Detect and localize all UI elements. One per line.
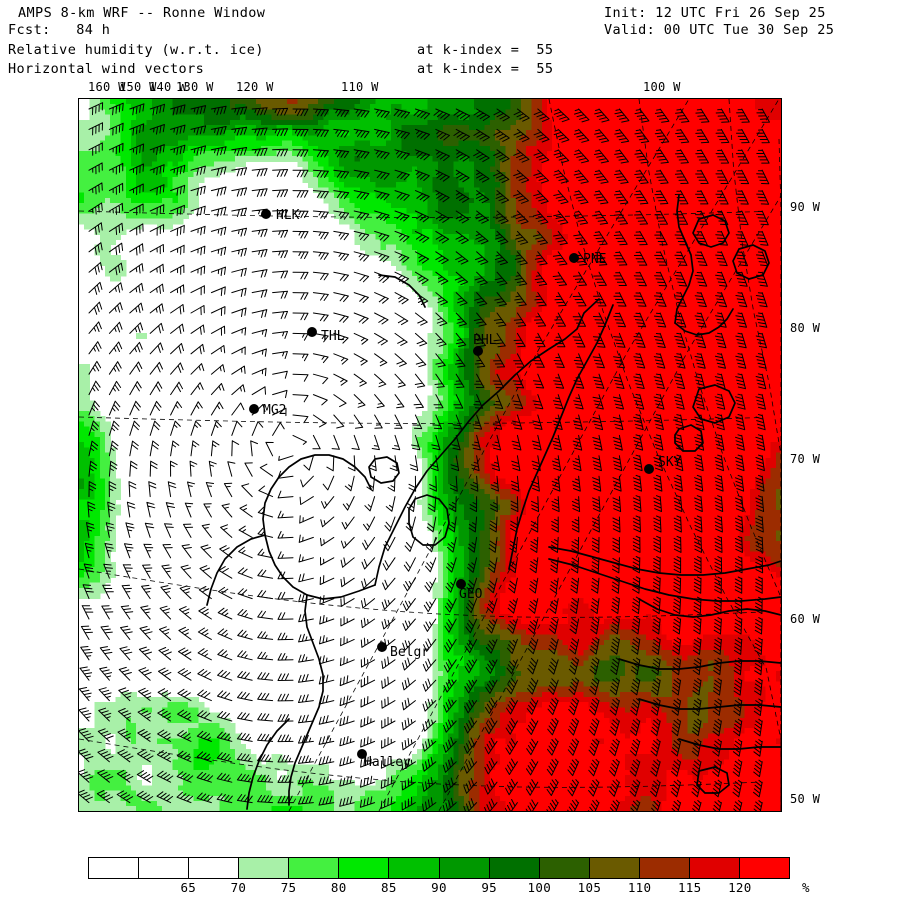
colorbar-tick-80: 80	[330, 880, 347, 895]
station-label-belgr: Belgr	[390, 645, 429, 660]
lon-tick-label-0: 160 W	[88, 80, 126, 94]
colorbar-tick-90: 90	[431, 880, 447, 895]
valid-time-label: Valid: 00 UTC Tue 30 Sep 25	[604, 22, 835, 38]
station-marker-halley[interactable]	[357, 749, 367, 759]
colorbar-cell-10	[589, 858, 640, 878]
lat-tick-label-2: 70 W	[790, 452, 821, 466]
colorbar-cells	[88, 857, 790, 879]
station-marker-hlk[interactable]	[261, 209, 271, 219]
station-label-geo: GEO	[459, 587, 483, 602]
lat-tick-label-3: 60 W	[790, 612, 821, 626]
map-panel[interactable]: HLK PNE THL PHL MG2 SKY GEO Belgr Halley	[78, 98, 782, 812]
lon-tick-label-3: 130 W	[176, 80, 214, 94]
colorbar-cell-9	[539, 858, 590, 878]
colorbar-cell-13	[740, 858, 790, 878]
lat-tick-label-4: 50 W	[790, 792, 821, 806]
init-time-label: Init: 12 UTC Fri 26 Sep 25	[604, 5, 826, 21]
station-label-mg2: MG2	[263, 403, 286, 418]
colorbar-tick-100: 100	[527, 880, 552, 895]
colorbar-tick-75: 75	[280, 880, 297, 895]
station-label-halley: Halley	[364, 755, 411, 770]
colorbar-cell-0	[89, 858, 140, 878]
lon-tick-label-5: 110 W	[341, 80, 379, 94]
colorbar-cell-8	[489, 858, 540, 878]
station-label-hlk: HLK	[276, 208, 300, 223]
lat-tick-label-1: 80 W	[790, 321, 821, 335]
colorbar-tick-110: 110	[627, 880, 652, 895]
colorbar-cell-7	[439, 858, 490, 878]
colorbar-cell-12	[689, 858, 741, 878]
k-index-label-wind: at k-index = 55	[417, 61, 554, 77]
colorbar-cell-1	[139, 858, 190, 878]
station-label-pne: PNE	[583, 252, 606, 267]
page-title: AMPS 8-km WRF -- Ronne Window	[18, 5, 266, 21]
colorbar-cell-11	[639, 858, 690, 878]
lon-tick-label-6: 100 W	[643, 80, 681, 94]
colorbar-tick-65: 65	[180, 880, 197, 895]
station-marker-phl[interactable]	[473, 346, 483, 356]
station-marker-mg2[interactable]	[249, 404, 259, 414]
k-index-label-humidity: at k-index = 55	[417, 42, 554, 58]
lon-tick-label-4: 120 W	[236, 80, 274, 94]
colorbar-cell-6	[389, 858, 440, 878]
station-marker-pne[interactable]	[569, 253, 579, 263]
colorbar-cell-3	[239, 858, 290, 878]
station-label-thl: THL	[321, 329, 345, 344]
lat-tick-label-0: 90 W	[790, 200, 821, 214]
colorbar-tick-115: 115	[677, 880, 702, 895]
colorbar-tick-85: 85	[381, 880, 397, 895]
station-label-phl: PHL	[473, 333, 497, 348]
colorbar-cell-5	[339, 858, 390, 878]
map-canvas: HLK PNE THL PHL MG2 SKY GEO Belgr Halley	[79, 99, 781, 811]
lon-tick-label-2: 140 W	[149, 80, 187, 94]
station-label-sky: SKY	[658, 455, 682, 470]
field-label-humidity: Relative humidity (w.r.t. ice)	[8, 42, 264, 58]
field-label-wind: Horizontal wind vectors	[8, 61, 205, 77]
station-marker-belgr[interactable]	[377, 642, 387, 652]
colorbar-tick-95: 95	[481, 880, 497, 895]
lon-tick-label-1: 150 W	[119, 80, 157, 94]
colorbar-tick-70: 70	[230, 880, 247, 895]
colorbar-unit-label: %	[802, 880, 810, 895]
station-marker-sky[interactable]	[644, 464, 654, 474]
colorbar-cell-4	[289, 858, 340, 878]
station-marker-geo[interactable]	[456, 579, 466, 589]
station-marker-thl[interactable]	[307, 327, 317, 337]
colorbar: 65 70 75 80 85 90 95 100 105 110 115 120 %	[88, 857, 810, 895]
colorbar-tick-120: 120	[728, 880, 752, 895]
colorbar-cell-2	[189, 858, 240, 878]
forecast-hour-label: Fcst: 84 h	[8, 22, 111, 38]
colorbar-tick-105: 105	[577, 880, 602, 895]
